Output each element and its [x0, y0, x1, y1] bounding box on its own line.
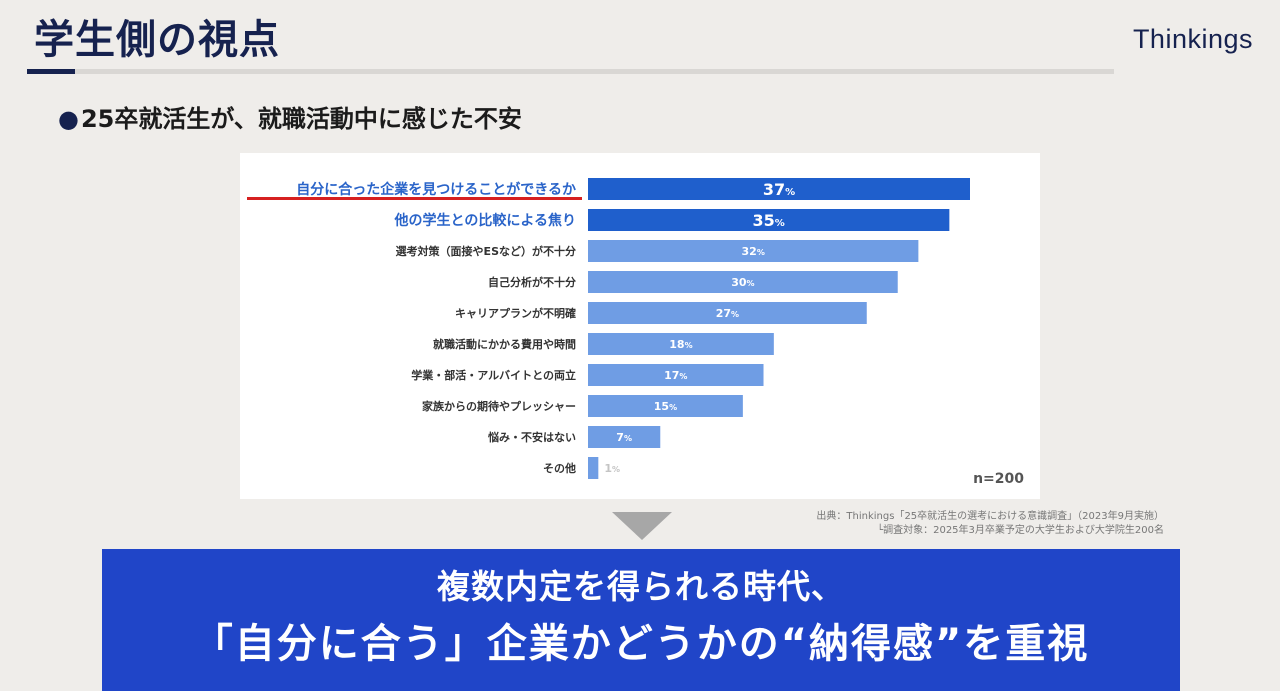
bar — [588, 395, 743, 417]
value-label: 1% — [604, 462, 620, 475]
conclusion-box: 複数内定を得られる時代、 「自分に合う」企業かどうかの“納得感”を重視 — [102, 549, 1180, 691]
section-subtitle: ●25卒就活生が、就職活動中に感じた不安 — [58, 103, 522, 135]
value-label: 30% — [731, 276, 754, 289]
sample-size-label: n=200 — [973, 471, 1024, 487]
bar-chart: 自分に合った企業を見つけることができるか 37% 他の学生との比較による焦り 35% 選… — [296, 178, 970, 479]
value-label: 27% — [716, 307, 739, 320]
title-rule — [27, 69, 1114, 74]
value-label: 32% — [742, 245, 765, 258]
chart-panel: 自分に合った企業を見つけることができるか 37% 他の学生との比較による焦り 35% 選… — [240, 153, 1040, 499]
value-label: 15% — [654, 400, 677, 413]
category-label: 悩み・不安はない — [487, 430, 576, 444]
page-title: 学生側の視点 — [34, 17, 280, 63]
source-line-2: └調査対象：2025年3月卒業予定の大学生および大学院生200名 — [877, 525, 1164, 536]
conclusion-line-1: 複数内定を得られる時代、 — [437, 567, 845, 606]
brand-logo: Thinkings — [1132, 24, 1253, 54]
subtitle-text: 25卒就活生が、就職活動中に感じた不安 — [80, 105, 522, 133]
category-label: 学業・部活・アルバイトとの両立 — [411, 368, 576, 382]
value-label: 7% — [616, 431, 632, 444]
bar — [588, 457, 599, 479]
value-label: 18% — [669, 338, 692, 351]
source-line-1: 出典：Thinkings「25卒就活生の選考における意識調査」（2023年9月実… — [816, 511, 1164, 522]
category-label: 他の学生との比較による焦り — [394, 212, 576, 229]
category-label: その他 — [543, 461, 576, 475]
bar — [588, 364, 764, 386]
category-label: 家族からの期待やプレッシャー — [422, 399, 576, 413]
category-label: 自己分析が不十分 — [488, 275, 576, 289]
source-note: 出典：Thinkings「25卒就活生の選考における意識調査」（2023年9月実… — [816, 510, 1164, 538]
category-label: 選考対策（面接やESなど）が不十分 — [396, 244, 576, 258]
down-arrow-icon — [612, 512, 672, 540]
bar — [588, 333, 774, 355]
category-label: キャリアプランが不明確 — [455, 306, 576, 320]
conclusion-line-2: 「自分に合う」企業かどうかの“納得感”を重視 — [192, 621, 1090, 667]
emphasis-underline — [247, 197, 582, 200]
bar — [588, 271, 898, 293]
category-label: 就職活動にかかる費用や時間 — [433, 337, 576, 351]
value-label: 37% — [763, 180, 795, 199]
bar — [588, 178, 970, 200]
value-label: 35% — [753, 211, 785, 230]
value-label: 17% — [664, 369, 687, 382]
bar — [588, 302, 867, 324]
bar — [588, 426, 661, 448]
bullet-icon: ● — [58, 105, 79, 133]
bar — [588, 240, 919, 262]
category-label: 自分に合った企業を見つけることができるか — [296, 181, 576, 198]
bar — [588, 209, 950, 231]
title-rule-accent — [27, 69, 75, 74]
